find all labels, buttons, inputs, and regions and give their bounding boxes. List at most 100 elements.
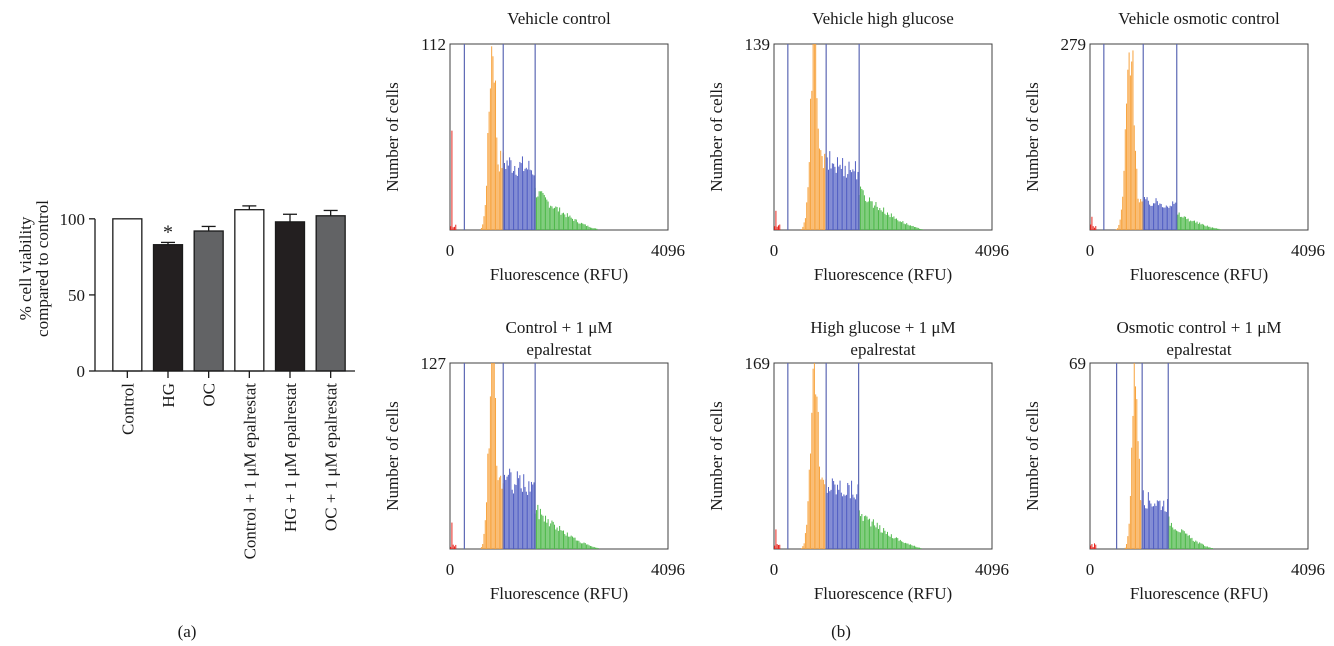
histogram-bar (482, 544, 484, 549)
histogram-bar (1093, 227, 1095, 230)
x-max-label: 4096 (975, 241, 1009, 260)
histogram-bar (836, 157, 838, 230)
histogram-bar (1159, 203, 1161, 230)
histogram-bar (536, 197, 538, 230)
histogram-bar (1095, 544, 1097, 549)
histogram-bar (894, 537, 896, 549)
histogram-bar (568, 536, 570, 549)
histogram-bar (893, 538, 895, 549)
histogram-bar (573, 537, 575, 549)
histogram-bar (1191, 221, 1193, 230)
histogram-bar (865, 515, 867, 549)
histogram-bar (1119, 219, 1121, 230)
histogram-bar (892, 217, 894, 230)
x-axis-title: Fluorescence (RFU) (1130, 584, 1268, 603)
histogram-bar (536, 510, 538, 549)
x-min-label: 0 (770, 241, 779, 260)
histogram-bar (504, 474, 505, 549)
histogram-bar (872, 519, 874, 549)
histogram-bar (849, 498, 851, 549)
histogram-bar (566, 213, 568, 230)
histogram-bar (880, 210, 882, 230)
x-tick-label: Control + 1 μM epalrestat (240, 383, 259, 560)
histogram-bar (871, 201, 873, 230)
histogram-bar (511, 172, 513, 230)
histogram-bar (564, 214, 566, 230)
subplot-title: epalrestat (526, 340, 591, 359)
histogram-bar (1152, 203, 1154, 230)
plot-frame (1089, 362, 1309, 550)
histogram-bar (1160, 203, 1162, 230)
histogram-bar (1182, 217, 1184, 230)
histogram-bar (451, 130, 453, 230)
histogram-bar (907, 224, 909, 230)
histogram-bar (545, 197, 547, 230)
histogram-bar (867, 201, 869, 230)
histogram-bar (500, 475, 502, 549)
histogram-bar (493, 363, 495, 549)
histogram-bar (810, 98, 812, 231)
histogram-bar (525, 491, 527, 549)
histogram-bar (1123, 170, 1125, 230)
histogram-bar (1208, 547, 1210, 549)
histogram-bar (519, 161, 521, 230)
histogram-bar (863, 195, 865, 230)
histogram-bar (516, 175, 518, 230)
histogram-bar (856, 494, 858, 549)
histogram-bar (819, 148, 821, 230)
histogram-bar (842, 496, 844, 549)
y-axis-title: Number of cells (383, 82, 402, 192)
histogram-bar (539, 508, 541, 549)
histogram-bar (815, 44, 817, 230)
histogram-bar (582, 543, 584, 549)
histogram-bar (1154, 503, 1156, 549)
histogram-bar (838, 489, 840, 549)
histogram-bar (574, 219, 576, 230)
histogram-bar (886, 212, 888, 230)
histogram-bar (870, 526, 872, 549)
histogram-bar (557, 530, 559, 549)
histogram-bar (587, 225, 589, 230)
histogram-bar (505, 169, 507, 230)
histogram-bar (916, 547, 918, 549)
histogram-bar (596, 228, 598, 230)
histogram-bar (480, 227, 482, 230)
histogram-bar (1202, 224, 1204, 230)
x-tick-label: Control (118, 383, 137, 435)
histogram-bar (562, 212, 564, 230)
histogram-bar (897, 538, 899, 549)
histogram-bar (488, 111, 490, 230)
histogram-bar (496, 137, 498, 230)
histogram-bar (888, 214, 890, 230)
histogram-bar (588, 226, 590, 230)
histogram-bar (1151, 506, 1153, 549)
histogram-bar (861, 513, 863, 549)
histogram-bar (869, 197, 871, 230)
histogram-bar (1137, 198, 1139, 230)
histogram-bar (919, 228, 921, 230)
histogram-bar (920, 548, 922, 549)
histogram-bar (539, 191, 541, 230)
histogram-bar (518, 478, 520, 549)
histogram-bar (904, 224, 906, 230)
histogram-bar (1211, 227, 1213, 230)
x-max-label: 4096 (651, 560, 685, 579)
subplot-title: Vehicle control (507, 9, 611, 28)
histogram-panel (773, 43, 993, 231)
histogram-bar (1149, 204, 1151, 230)
histogram-bar (562, 530, 564, 549)
histogram-bar (844, 495, 846, 549)
histogram-bar (487, 133, 489, 230)
histogram-bar (1190, 538, 1192, 549)
histogram-bar (559, 207, 561, 230)
x-tick-label: OC + 1 μM epalrestat (322, 383, 341, 531)
histogram-bar (532, 174, 534, 230)
y-max-label: 279 (1061, 35, 1087, 54)
histogram-bar (1118, 224, 1120, 230)
histogram-bar (862, 520, 864, 549)
histogram-bar (520, 163, 522, 230)
subplot-title: epalrestat (1166, 340, 1231, 359)
histogram-bar (1091, 216, 1093, 230)
histogram-bar (1133, 363, 1135, 549)
histogram-bar (1214, 228, 1216, 230)
